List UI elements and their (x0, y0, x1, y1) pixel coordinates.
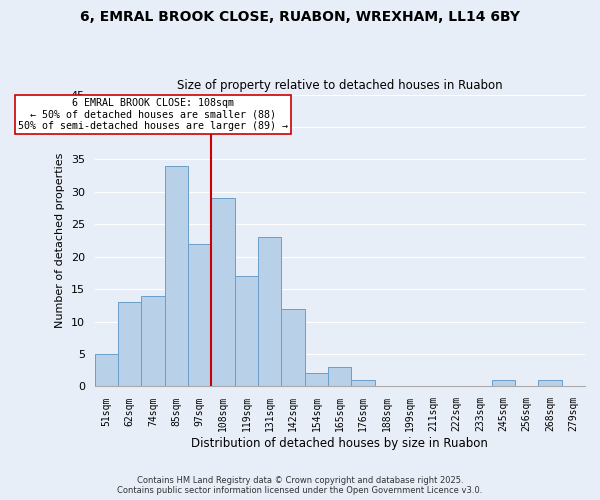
X-axis label: Distribution of detached houses by size in Ruabon: Distribution of detached houses by size … (191, 437, 488, 450)
Bar (164, 166, 188, 386)
Title: Size of property relative to detached houses in Ruabon: Size of property relative to detached ho… (177, 79, 503, 92)
Bar (211, 198, 235, 386)
Bar (491, 380, 515, 386)
Bar (352, 380, 375, 386)
Bar (142, 296, 164, 386)
Bar (328, 367, 352, 386)
Bar (235, 276, 258, 386)
Bar (258, 238, 281, 386)
Text: 6 EMRAL BROOK CLOSE: 108sqm
← 50% of detached houses are smaller (88)
50% of sem: 6 EMRAL BROOK CLOSE: 108sqm ← 50% of det… (18, 98, 288, 131)
Y-axis label: Number of detached properties: Number of detached properties (55, 153, 65, 328)
Bar (118, 302, 142, 386)
Bar (305, 374, 328, 386)
Bar (281, 308, 305, 386)
Text: 6, EMRAL BROOK CLOSE, RUABON, WREXHAM, LL14 6BY: 6, EMRAL BROOK CLOSE, RUABON, WREXHAM, L… (80, 10, 520, 24)
Bar (188, 244, 211, 386)
Text: Contains HM Land Registry data © Crown copyright and database right 2025.
Contai: Contains HM Land Registry data © Crown c… (118, 476, 482, 495)
Bar (538, 380, 562, 386)
Bar (95, 354, 118, 386)
